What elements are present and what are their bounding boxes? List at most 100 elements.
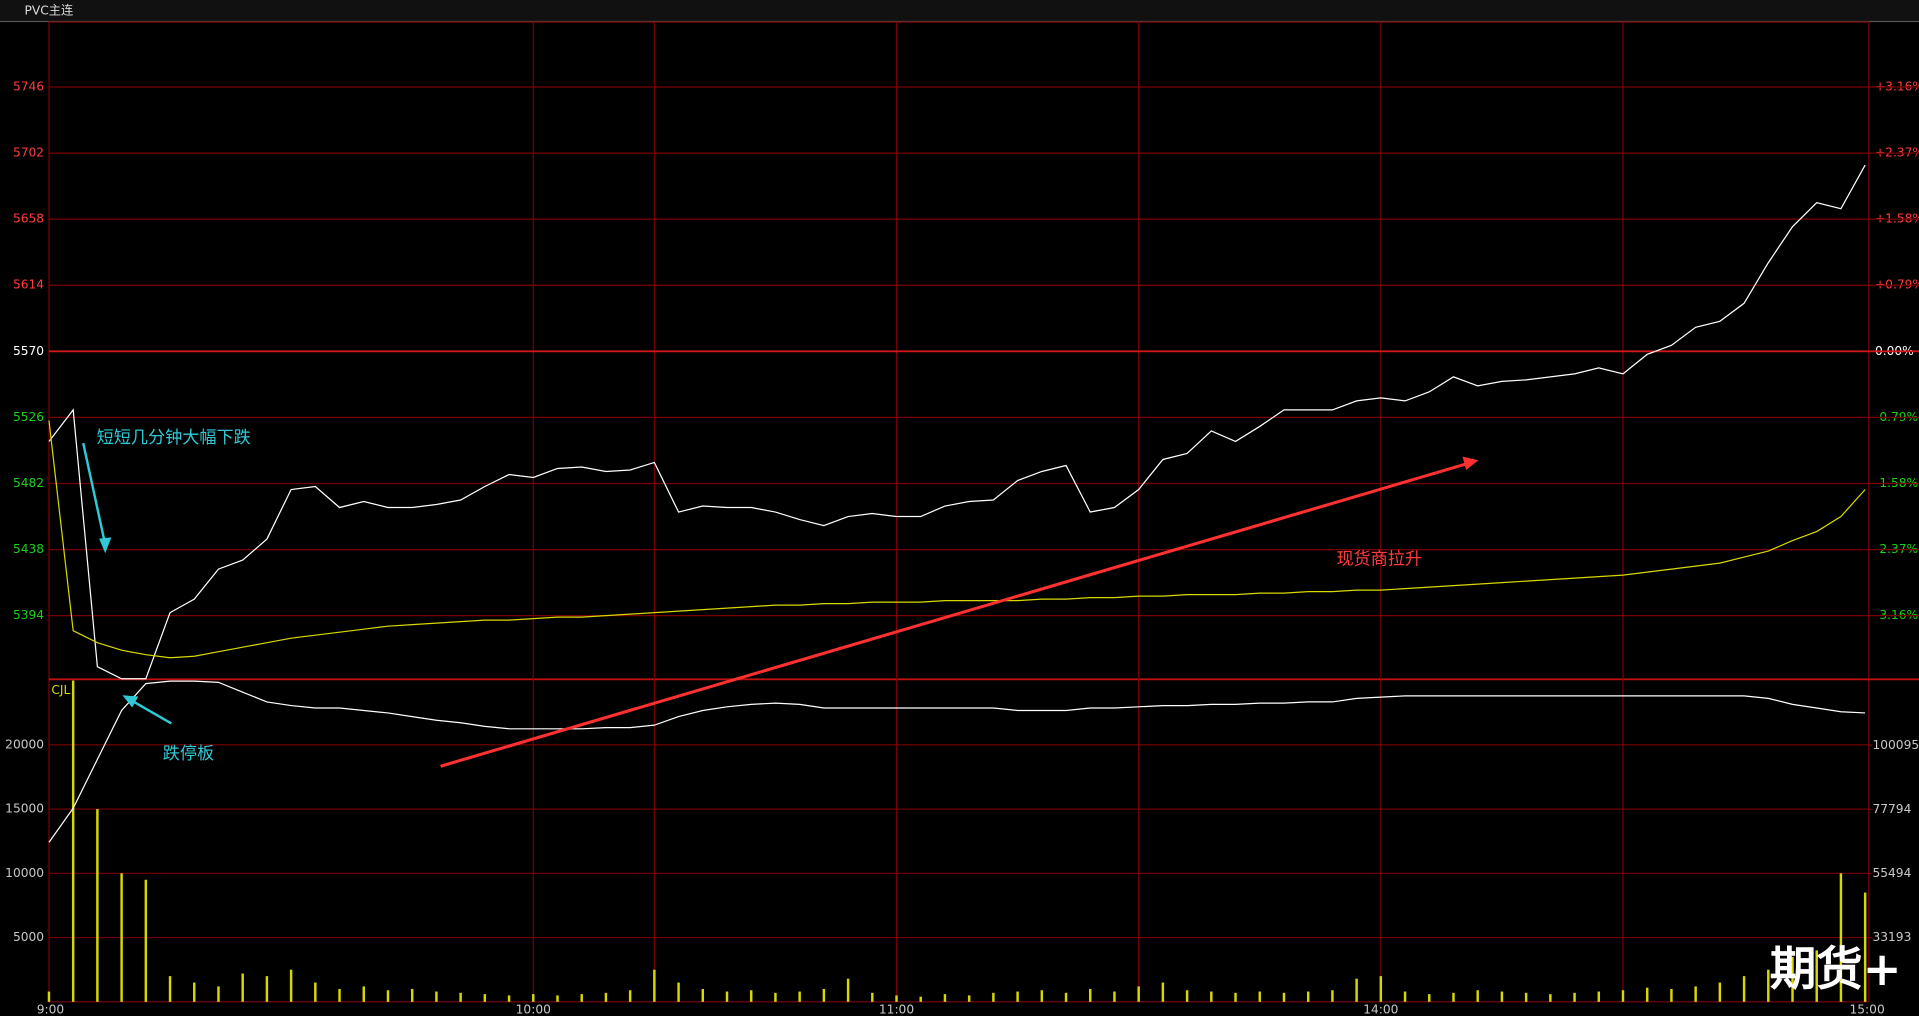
volume-bar [1670,988,1673,1002]
volume-bar [1621,990,1625,1002]
volume-bar [1524,992,1528,1002]
y-tick-label: 5746 [13,80,44,94]
volume-bar [1403,991,1407,1002]
volume-bar [1331,990,1334,1002]
volume-bar [1282,992,1286,1002]
volume-bar [919,996,922,1002]
volume-bar [120,873,123,1002]
y-tick-label: 5614 [13,278,44,292]
volume-bar [1306,991,1310,1002]
volume-bar [338,988,341,1002]
y2-tick-label: 100095 [1872,738,1919,752]
volume-bar [1815,950,1818,1002]
volume-bar [967,995,971,1002]
volume-bar [1258,991,1261,1002]
volume-bar [774,992,777,1002]
y-tick-label: 5702 [13,146,44,160]
annotation: 跌停板 [163,744,214,764]
volume-bar [846,978,850,1002]
volume-bar [1694,986,1697,1002]
volume-bar [459,992,462,1002]
y-tick-label: 5570 [13,344,44,358]
volume-bar [1185,990,1189,1002]
y-tick-label: 5482 [13,476,44,490]
volume-bar [1597,991,1600,1002]
arrow [82,442,107,545]
volume-bar [410,988,414,1002]
y-tick-label: 5000 [13,930,44,944]
x-tick-label: 10:00 [516,1002,551,1016]
volume-bar [1040,990,1044,1002]
volume-bar [749,990,753,1002]
volume-bar [314,982,317,1002]
annotation: 现货商拉升 [1336,549,1422,569]
x-tick-label: 9:00 [37,1002,64,1016]
arrow [440,462,1467,768]
y2-tick-label: 77794 [1872,802,1911,816]
volume-bar [1137,986,1140,1002]
volume-bar [265,976,269,1002]
title-bar [0,0,1919,21]
y-tick-label: 10000 [5,866,44,880]
price-line [48,164,1866,680]
volume-bar [241,973,244,1002]
plot-frame [48,21,1870,1003]
volume-bar [144,879,148,1002]
arrow [130,699,172,725]
volume-bar [1089,988,1092,1002]
volume-bar [1476,990,1479,1002]
volume-bar [507,995,511,1002]
volume-bar [1016,991,1019,1002]
volume-bar [1767,969,1770,1002]
volume-bar [1791,956,1794,1002]
volume-bar [556,995,559,1002]
y-tick-label: 5438 [13,542,44,556]
volume-bar [193,982,196,1002]
marks: CJL [47,164,1867,1002]
volume-bar [532,994,535,1002]
volume-bar [289,969,293,1002]
volume-bar [1500,991,1504,1002]
volume-bar [798,991,801,1002]
volume-bar [483,994,487,1002]
volume-bar [725,991,729,1002]
volume-bar [653,969,656,1002]
volume-bar [1234,992,1237,1002]
volume-bar [604,992,608,1002]
volume-bar [71,680,75,1002]
volume-bar [1573,992,1576,1002]
volume-bar [1064,992,1068,1002]
y-tick-label: 5658 [13,212,44,226]
chart-title: PVC主连 [24,3,73,18]
annotation: 短短几分钟大幅下跌 [97,428,251,448]
volume-bar [47,991,51,1002]
volume-bar [701,988,705,1002]
volume-bar [1645,987,1649,1002]
volume-bar [580,994,583,1002]
arrowhead [99,537,112,554]
volume-bar [992,992,995,1002]
volume-bar [1839,873,1843,1002]
volume-bar [1379,976,1383,1002]
volume-bar [1549,994,1552,1002]
x-tick-label: 11:00 [879,1002,914,1016]
volume-bar [1428,994,1431,1002]
volume-bar [1863,892,1867,1002]
volume-bar [1742,976,1746,1002]
volume-bar [822,988,826,1002]
y-tick-label: 5394 [13,608,44,622]
volume-bar [1210,991,1213,1002]
volume-bar [895,995,898,1002]
volume-bar [386,990,390,1002]
volume-bar [168,976,172,1002]
y-tick-label: 15000 [5,802,44,816]
y2-tick-label: 33193 [1872,930,1911,944]
arrowhead [1462,456,1479,471]
volume-bar [1355,978,1358,1002]
volume-bar [628,990,632,1002]
volume-bar [871,992,874,1002]
watermark: 期货+ [1770,941,1902,996]
